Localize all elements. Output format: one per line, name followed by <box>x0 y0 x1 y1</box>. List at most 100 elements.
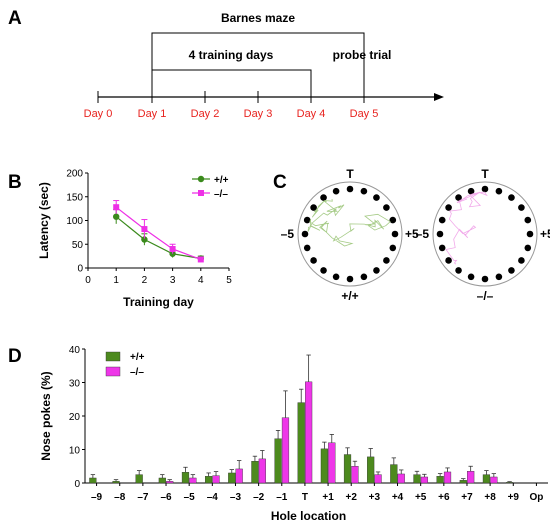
x-tick-label: –4 <box>207 492 219 503</box>
legend-swatch <box>105 366 121 377</box>
x-tick-label: +6 <box>438 492 450 503</box>
maze-hole <box>455 267 462 274</box>
day-label: Day 4 <box>297 108 326 120</box>
y-tick-label: 200 <box>66 169 83 180</box>
bar <box>397 473 405 484</box>
maze-hole <box>518 257 525 264</box>
maze-hole <box>383 257 390 264</box>
maze-hole <box>320 267 327 274</box>
data-point <box>113 213 120 220</box>
training-label: 4 training days <box>189 48 274 62</box>
bar <box>490 476 498 484</box>
bar <box>166 481 174 484</box>
genotype-label: –/– <box>477 289 494 303</box>
bar <box>205 476 213 484</box>
x-tick-label: –7 <box>137 492 149 503</box>
x-tick-label: –2 <box>253 492 265 503</box>
minus5-label: –5 <box>281 227 295 241</box>
x-tick-label: 0 <box>85 275 91 286</box>
y-axis-title: Nose pokes (%) <box>39 371 53 460</box>
bar <box>459 480 467 484</box>
x-tick-label: +3 <box>369 492 381 503</box>
maze-hole <box>373 194 380 201</box>
barnes-label: Barnes maze <box>221 11 295 25</box>
maze-hole <box>383 204 390 211</box>
day-label: Day 0 <box>84 108 113 120</box>
legend-label: –/– <box>130 367 144 378</box>
maze: T –5 +5 +/+ <box>281 167 419 303</box>
maze-hole <box>481 275 489 283</box>
maze-hole <box>495 187 503 195</box>
maze-hole <box>524 244 532 252</box>
maze-hole <box>524 216 532 224</box>
bar <box>112 481 120 484</box>
maze-hole <box>445 204 452 211</box>
barnes-bracket <box>151 32 365 38</box>
maze-hole <box>332 273 340 281</box>
data-point <box>141 236 148 243</box>
bar <box>297 402 305 484</box>
bar <box>328 442 336 484</box>
maze-hole <box>303 244 311 252</box>
target-label: T <box>346 167 354 181</box>
x-tick-label: +7 <box>461 492 473 503</box>
y-axis-title: Latency (sec) <box>37 182 51 259</box>
x-tick-label: +8 <box>484 492 496 503</box>
maze-hole <box>526 230 534 238</box>
minus5-label: –5 <box>416 227 430 241</box>
series-line <box>115 216 201 260</box>
panel-label-c: C <box>273 172 287 193</box>
day-label: Day 3 <box>244 108 273 120</box>
bar <box>343 454 352 484</box>
day-label: Day 1 <box>138 108 167 120</box>
maze-hole <box>360 273 368 281</box>
maze-hole <box>495 273 503 281</box>
maze-hole <box>467 273 475 281</box>
x-tick-label: –1 <box>276 492 288 503</box>
plus5-label: +5 <box>540 227 550 241</box>
bar <box>436 476 444 484</box>
legend-label: +/+ <box>214 175 229 186</box>
bar <box>505 482 514 484</box>
bar <box>420 476 428 484</box>
x-tick-label: +5 <box>415 492 427 503</box>
x-tick-label: +9 <box>508 492 520 503</box>
y-tick-label: 150 <box>66 192 83 203</box>
x-tick-label: –9 <box>91 492 103 503</box>
x-tick-label: –6 <box>160 492 172 503</box>
bar <box>367 456 375 484</box>
bar <box>305 381 313 484</box>
maze-hole <box>438 216 446 224</box>
maze-hole <box>301 230 309 238</box>
bar <box>181 472 190 484</box>
bar <box>413 474 421 484</box>
y-tick-label: 0 <box>77 264 83 275</box>
bar <box>258 458 266 484</box>
target-label: T <box>481 167 489 181</box>
bar <box>281 417 290 484</box>
maze-outline <box>432 181 538 287</box>
x-tick-label: –8 <box>114 492 126 503</box>
x-axis-title: Hole location <box>271 509 346 522</box>
x-tick-label: 1 <box>113 275 119 286</box>
panel-label-d: D <box>8 346 22 367</box>
x-tick-label: –5 <box>184 492 196 503</box>
maze-hole <box>310 257 317 264</box>
x-tick-label: 3 <box>170 275 176 286</box>
maze-tracks: T–5+5+/+T–5+5–/– <box>281 167 550 303</box>
bar <box>212 475 220 484</box>
legend-marker <box>198 190 204 196</box>
bar <box>189 477 197 484</box>
x-tick-label: 5 <box>226 275 232 286</box>
maze-hole <box>445 257 452 264</box>
x-tick-label: –3 <box>230 492 242 503</box>
probe-label: probe trial <box>333 48 392 62</box>
bar <box>228 472 236 484</box>
bar <box>274 438 282 484</box>
mouse-track <box>307 198 391 247</box>
x-tick-label: 2 <box>142 275 148 286</box>
x-tick-label: 4 <box>198 275 204 286</box>
bar <box>135 474 143 484</box>
y-tick-label: 0 <box>74 479 80 490</box>
maze-hole <box>346 185 354 193</box>
